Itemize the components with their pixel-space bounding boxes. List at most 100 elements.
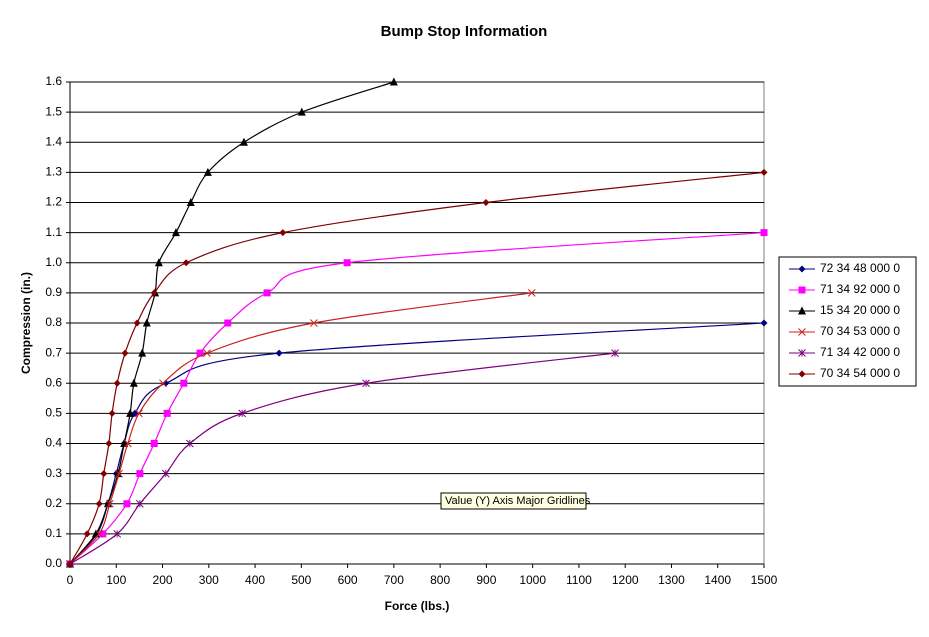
marker <box>150 440 158 447</box>
legend-label: 71 34 42 000 0 <box>820 345 900 359</box>
x-tick-label: 200 <box>153 573 173 587</box>
x-tick-label: 1400 <box>704 573 731 587</box>
x-tick-label: 600 <box>338 573 358 587</box>
marker <box>136 470 144 478</box>
marker <box>343 259 351 267</box>
y-tick-label: 1.4 <box>45 134 62 148</box>
marker <box>760 319 768 327</box>
marker <box>113 379 121 387</box>
y-tick-label: 0.3 <box>45 466 62 480</box>
marker <box>95 530 104 538</box>
marker <box>297 107 306 116</box>
y-tick-label: 1.5 <box>45 104 62 118</box>
marker <box>182 259 190 267</box>
y-tick-label: 1.1 <box>45 225 62 239</box>
y-tick-label: 1.6 <box>45 74 62 88</box>
x-tick-label: 1200 <box>612 573 639 587</box>
marker <box>126 408 135 417</box>
legend-label: 15 34 20 000 0 <box>820 303 900 317</box>
legend-label: 70 34 54 000 0 <box>820 366 900 380</box>
marker <box>760 229 768 237</box>
legend-label: 70 34 53 000 0 <box>820 324 900 338</box>
x-tick-label: 700 <box>384 573 404 587</box>
marker <box>180 379 188 387</box>
y-tick-label: 0.7 <box>45 345 62 359</box>
marker <box>527 289 536 297</box>
marker <box>275 349 283 357</box>
x-tick-label: 100 <box>106 573 126 587</box>
marker <box>482 199 490 206</box>
legend-marker <box>798 328 806 336</box>
marker <box>171 228 180 237</box>
legend-marker <box>798 306 806 315</box>
marker <box>154 258 163 267</box>
marker <box>224 319 232 327</box>
y-tick-label: 0.0 <box>45 556 62 570</box>
x-tick-label: 500 <box>291 573 311 587</box>
legend-marker <box>798 370 806 378</box>
marker <box>203 167 212 176</box>
y-tick-label: 0.9 <box>45 285 62 299</box>
marker <box>159 379 167 388</box>
y-tick-label: 0.8 <box>45 315 62 329</box>
legend-marker <box>798 349 806 357</box>
marker <box>611 349 619 357</box>
marker <box>186 198 195 206</box>
marker <box>121 349 129 357</box>
chart-title: Bump Stop Information <box>381 23 548 40</box>
x-tick-label: 300 <box>199 573 219 587</box>
marker <box>238 409 246 418</box>
y-tick-label: 1.3 <box>45 165 62 179</box>
tooltip-box <box>440 492 587 510</box>
x-tick-label: 1000 <box>519 573 546 587</box>
legend-box <box>778 256 917 387</box>
marker <box>142 318 151 327</box>
tooltip: Value (Y) Axis Major Gridlines <box>445 495 591 507</box>
marker <box>66 560 74 568</box>
marker <box>196 349 204 357</box>
marker <box>95 500 103 508</box>
marker <box>389 77 398 86</box>
marker <box>105 440 113 447</box>
marker <box>123 439 132 448</box>
x-tick-label: 1100 <box>566 573 592 587</box>
marker <box>279 229 287 237</box>
marker <box>239 137 248 146</box>
marker <box>185 439 194 448</box>
x-tick-label: 900 <box>476 573 496 587</box>
marker <box>138 348 147 357</box>
marker <box>135 409 143 418</box>
marker <box>108 409 116 417</box>
x-tick-label: 1500 <box>751 573 778 587</box>
marker <box>123 500 131 508</box>
marker <box>263 289 271 297</box>
marker <box>162 379 170 387</box>
legend-marker <box>798 286 806 294</box>
series-line <box>69 171 765 565</box>
marker <box>83 530 91 538</box>
marker <box>133 319 141 327</box>
y-tick-label: 1.2 <box>45 195 62 209</box>
y-tick-label: 0.1 <box>45 526 62 540</box>
x-axis-label: Force (lbs.) <box>385 599 450 613</box>
marker <box>760 168 768 176</box>
x-tick-label: 400 <box>245 573 265 587</box>
y-axis-label: Compression (in.) <box>19 272 33 374</box>
y-tick-label: 0.2 <box>45 496 62 510</box>
marker <box>100 470 108 478</box>
marker <box>115 469 123 478</box>
marker <box>136 499 144 508</box>
x-tick-label: 800 <box>430 573 450 587</box>
marker <box>163 409 171 417</box>
x-tick-label: 1300 <box>658 573 685 587</box>
x-tick-label: 0 <box>67 573 74 587</box>
legend-label: 71 34 92 000 0 <box>820 282 900 296</box>
y-tick-label: 0.4 <box>45 436 62 450</box>
marker <box>150 289 158 297</box>
legend-label: 72 34 48 000 0 <box>820 261 900 275</box>
y-tick-label: 0.5 <box>45 406 62 420</box>
marker <box>203 349 211 357</box>
marker <box>113 530 122 538</box>
marker <box>362 379 370 388</box>
